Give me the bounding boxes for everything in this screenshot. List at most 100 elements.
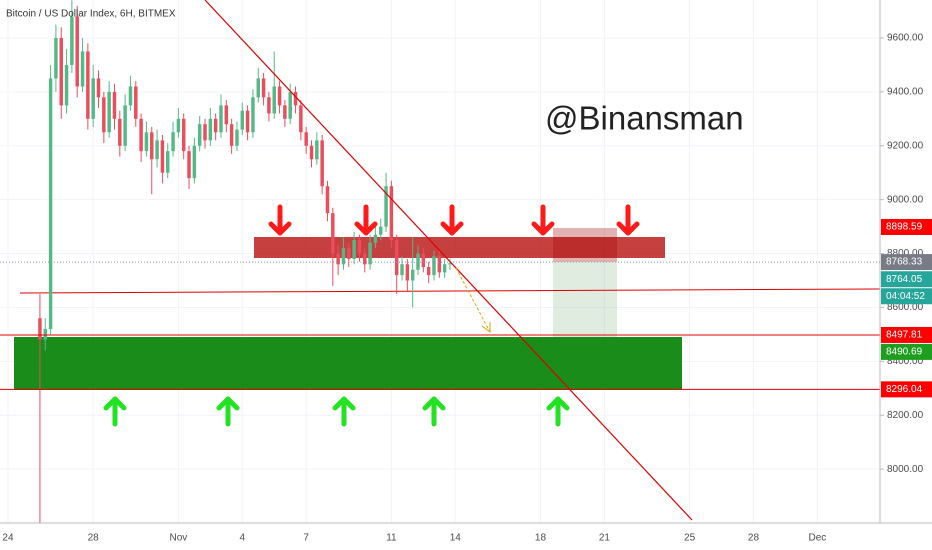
candle-body — [192, 145, 197, 179]
plot — [0, 0, 880, 523]
price-badge-label: 8898.59 — [886, 222, 923, 233]
candle-body — [272, 86, 276, 114]
candle-body — [91, 78, 95, 119]
candle-body — [134, 86, 138, 119]
candle-body — [80, 51, 85, 87]
arrow-head — [616, 221, 640, 236]
candle-body — [315, 140, 319, 160]
candle-body — [347, 248, 351, 259]
x-tick-label: 28 — [88, 533, 100, 544]
price-badge-label: 8497.81 — [886, 330, 923, 341]
candle-body — [235, 129, 239, 146]
y-tick-label: 8200.00 — [887, 410, 924, 421]
candle-body — [139, 118, 143, 152]
arrow-head — [332, 396, 356, 411]
candle-body — [400, 264, 404, 276]
price-badge — [881, 218, 932, 235]
candle-body — [208, 118, 213, 141]
candle-body — [261, 78, 266, 98]
price-badge — [881, 326, 932, 343]
price-badge-label: 8764.05 — [886, 274, 923, 285]
candle-body — [96, 78, 101, 98]
candle-body — [176, 118, 181, 133]
x-tick-label: 25 — [684, 533, 696, 544]
arrow-head — [440, 221, 464, 236]
candle-body — [251, 97, 255, 133]
candle-body — [309, 145, 314, 160]
candle-body — [128, 86, 133, 106]
candle-body — [166, 151, 170, 173]
price-badge — [881, 254, 932, 271]
candle-body — [352, 240, 356, 259]
arrow-head — [268, 221, 292, 236]
candle-body — [416, 253, 420, 270]
candle-body — [59, 37, 63, 106]
candle-body — [75, 16, 79, 87]
price-badge-label: 8768.33 — [886, 257, 923, 268]
x-tick-label: 28 — [748, 533, 760, 544]
candle-body — [123, 105, 127, 146]
candle-body — [224, 105, 229, 125]
x-tick-label: 11 — [386, 533, 397, 544]
arrow-head — [354, 221, 378, 236]
axes: 24 28 Nov 4 7 11 14 18 21 25 28 Dec 8000.00 8200.00 84… — [2, 33, 932, 544]
y-tick-label: 8000.00 — [887, 464, 924, 475]
x-tick-label: 7 — [303, 533, 309, 544]
candle-body — [379, 226, 383, 235]
candle-body — [181, 118, 186, 152]
candle-body — [155, 140, 159, 160]
candle-body — [197, 124, 202, 146]
y-tick-label: 8600.00 — [887, 302, 924, 313]
candle-body — [283, 105, 287, 119]
candle-body — [442, 264, 447, 273]
chart-title: Bitcoin / US Dollar Index, 6H, BITMEX — [6, 9, 176, 20]
arrow-head — [103, 396, 127, 411]
candle-body — [363, 253, 367, 265]
candle-body — [70, 16, 74, 65]
candle-body — [118, 118, 122, 146]
candle-body — [245, 110, 250, 133]
countdown: 04:04:52 — [886, 291, 925, 302]
candle-body — [331, 213, 335, 254]
arrow-head — [422, 396, 446, 411]
candle-body — [171, 132, 175, 152]
x-tick-label: 18 — [535, 533, 547, 544]
y-tick-label: 8800.00 — [887, 248, 924, 259]
candle-body — [426, 267, 431, 276]
position-stop — [553, 228, 617, 262]
candle-body — [288, 91, 292, 119]
support-zone — [14, 337, 682, 390]
candle-body — [368, 242, 372, 265]
y-tick-label: 9000.00 — [887, 194, 924, 205]
candle-body — [48, 78, 53, 329]
candle-body — [144, 132, 149, 152]
candle-body — [394, 240, 399, 276]
candle-body — [389, 186, 394, 241]
candle-body — [299, 105, 303, 133]
candle-body — [410, 269, 415, 281]
x-tick-label: Nov — [169, 533, 187, 544]
x-tick-label: 24 — [2, 533, 14, 544]
x-tick-label: 4 — [240, 533, 246, 544]
level-line — [19, 288, 881, 294]
candle-body — [54, 37, 58, 79]
candle-body — [219, 105, 223, 133]
candle-body — [107, 91, 111, 133]
y-tick-label: 9200.00 — [887, 140, 924, 151]
candle-body — [64, 64, 69, 106]
price-badge-label: 8296.04 — [886, 384, 923, 395]
candle-body — [325, 186, 330, 214]
candle-body — [256, 78, 260, 98]
candle-body — [432, 256, 436, 276]
candle-body — [405, 264, 410, 281]
candle-body — [213, 118, 218, 133]
candle-body — [38, 318, 42, 340]
candle-body — [43, 328, 47, 340]
candle-body — [336, 253, 340, 265]
x-tick-label: 14 — [450, 533, 462, 544]
candle-body — [357, 240, 362, 254]
countdown-badge — [881, 288, 932, 305]
projection — [455, 267, 491, 333]
